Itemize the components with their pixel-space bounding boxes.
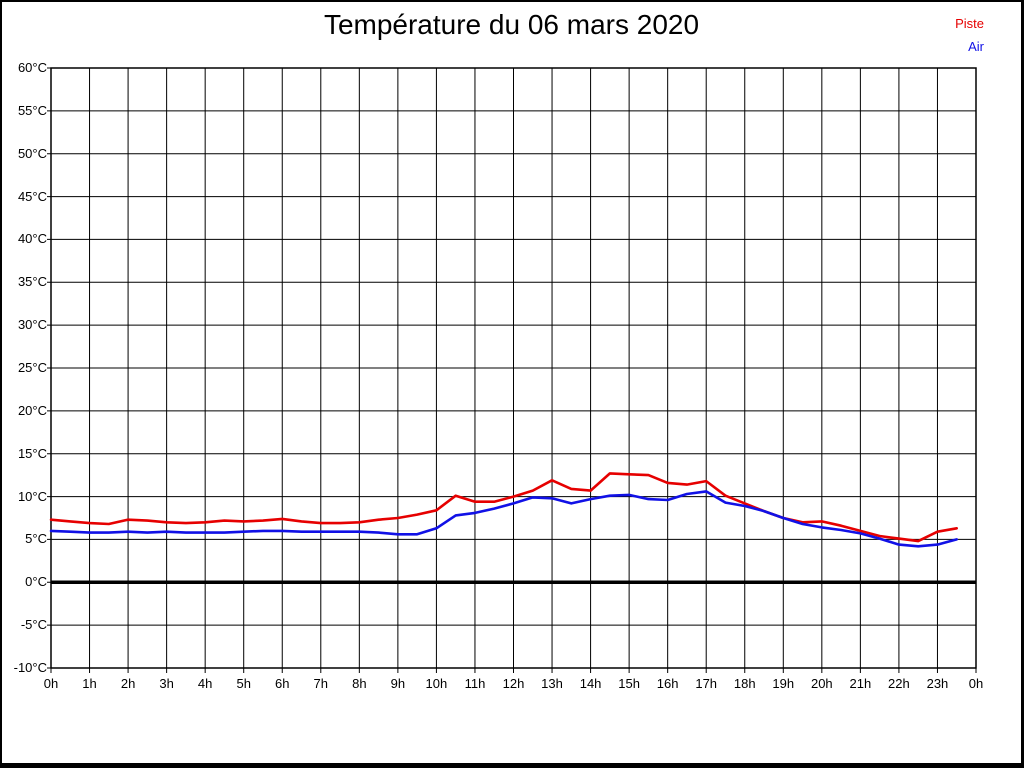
y-tick-label: 35°C xyxy=(17,274,47,290)
x-tick-label: 15h xyxy=(618,676,640,691)
x-tick-label: 7h xyxy=(313,676,329,691)
legend-item-piste: Piste xyxy=(955,16,984,31)
legend-item-air: Air xyxy=(968,39,984,54)
chart-title: Température du 06 mars 2020 xyxy=(323,9,700,40)
x-tick-label: 19h xyxy=(772,676,795,691)
y-tick-label: -5°C xyxy=(20,617,47,633)
y-tick-label: 0°C xyxy=(25,574,47,590)
x-tick-label: 20h xyxy=(810,676,833,691)
x-tick-label: 10h xyxy=(425,676,448,691)
y-tick-label: 40°C xyxy=(17,231,47,247)
x-tick-label: 18h xyxy=(733,676,756,691)
x-tick-label: 17h xyxy=(695,676,718,691)
x-tick-label: 5h xyxy=(236,676,251,691)
y-tick-label: 5°C xyxy=(25,531,47,547)
y-tick-label: 55°C xyxy=(17,102,47,118)
x-tick-label: 4h xyxy=(197,676,213,691)
x-tick-label: 0h xyxy=(968,676,984,691)
y-tick-label: 15°C xyxy=(17,445,47,461)
x-tick-label: 9h xyxy=(390,676,406,691)
y-tick-label: 10°C xyxy=(17,488,47,504)
air-line xyxy=(49,490,959,548)
x-tick-label: 11h xyxy=(464,676,486,691)
x-tick-label: 14h xyxy=(579,676,602,691)
x-tick-label: 3h xyxy=(159,676,174,691)
x-tick-label: 8h xyxy=(352,676,367,691)
x-tick-label: 0h xyxy=(43,676,59,691)
y-tick-label: 50°C xyxy=(17,145,47,161)
x-tick-label: 1h xyxy=(82,676,97,691)
x-tick-label: 16h xyxy=(656,676,679,691)
piste-line xyxy=(49,472,959,543)
y-tick-label: 20°C xyxy=(17,402,47,418)
x-tick-label: 23h xyxy=(926,676,949,691)
x-tick-label: 21h xyxy=(849,676,872,691)
legend: Piste Air xyxy=(955,12,984,58)
x-tick-label: 2h xyxy=(120,676,136,691)
y-tick-label: 45°C xyxy=(17,188,47,204)
x-tick-label: 6h xyxy=(275,676,290,691)
y-tick-label: 30°C xyxy=(17,317,47,333)
y-tick-label: -10°C xyxy=(13,660,47,675)
x-tick-label: 12h xyxy=(502,676,525,691)
x-tick-label: 22h xyxy=(888,676,910,691)
x-tick-label: 13h xyxy=(541,676,563,691)
y-tick-label: 60°C xyxy=(17,60,47,75)
y-tick-label: 25°C xyxy=(17,360,47,375)
plot-frame xyxy=(50,67,977,669)
